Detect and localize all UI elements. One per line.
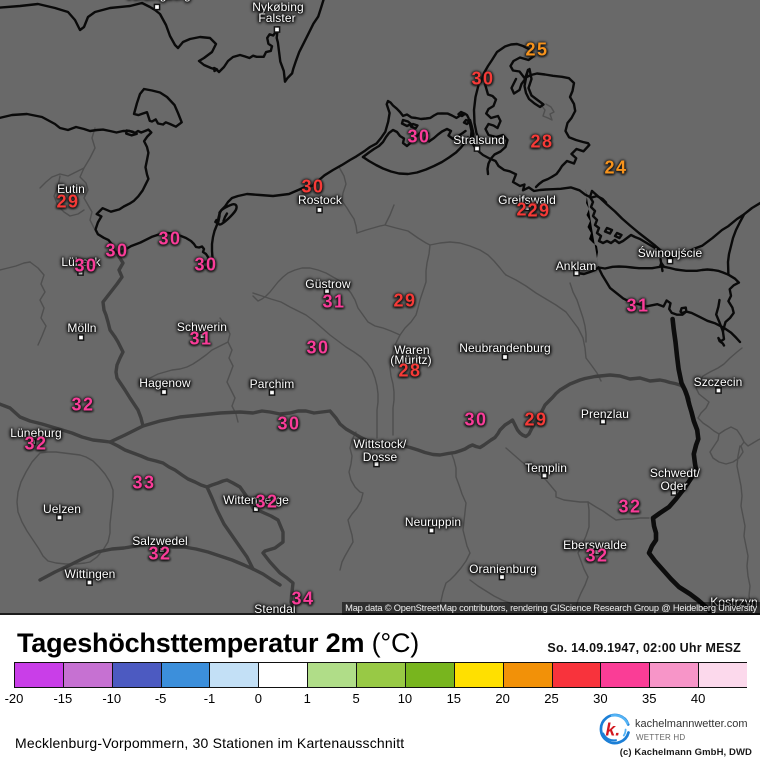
svg-text:k.: k. bbox=[606, 720, 621, 740]
